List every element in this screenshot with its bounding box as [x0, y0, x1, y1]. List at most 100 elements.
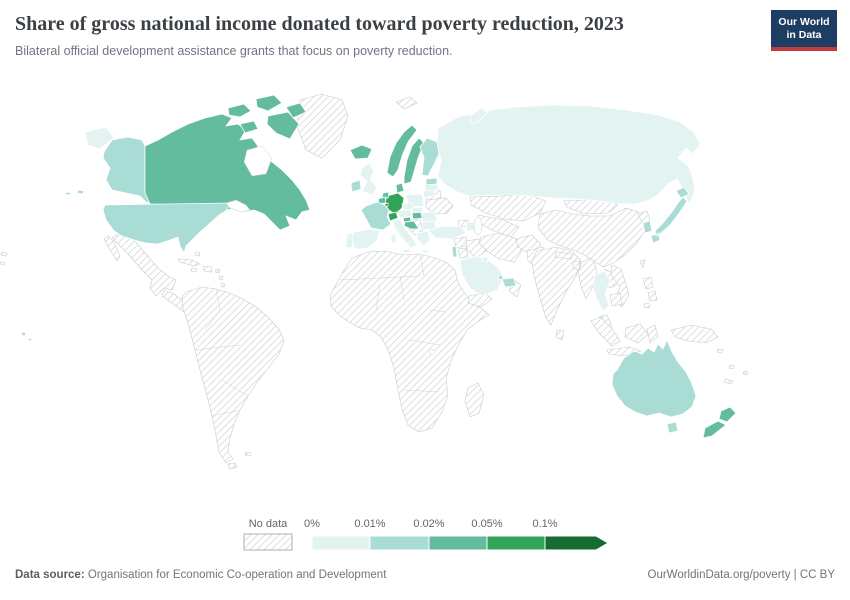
- country-borneo[interactable]: [624, 323, 649, 344]
- country-spain[interactable]: [349, 228, 381, 250]
- country-switzerland[interactable]: [387, 211, 399, 222]
- legend-swatch-bin-0[interactable]: [311, 535, 371, 551]
- country-usa-aleutians[interactable]: [64, 189, 85, 196]
- owid-logo[interactable]: Our World in Data: [771, 10, 837, 52]
- great-lakes: [225, 199, 251, 213]
- country-tierra-del-fuego[interactable]: [227, 462, 238, 470]
- country-russia-chukotka[interactable]: [84, 126, 115, 150]
- legend-swatch-bin-2[interactable]: [428, 535, 488, 551]
- country-south-korea[interactable]: [642, 220, 653, 234]
- country-philippines[interactable]: [642, 276, 658, 309]
- data-source-label: Data source:: [15, 569, 85, 581]
- country-lithuania[interactable]: [422, 189, 436, 198]
- country-azerbaijan[interactable]: [465, 221, 476, 232]
- owid-logo-line1: Our World: [778, 16, 830, 28]
- country-canada-arctic-islands[interactable]: [227, 94, 307, 140]
- country-cambodia[interactable]: [609, 292, 623, 307]
- country-usa[interactable]: [102, 202, 231, 255]
- country-greece[interactable]: [416, 230, 431, 254]
- country-hispaniola[interactable]: [202, 265, 213, 273]
- country-australia-tasmania[interactable]: [666, 421, 679, 434]
- country-japan[interactable]: [650, 186, 690, 244]
- country-denmark[interactable]: [395, 182, 405, 194]
- country-netherlands[interactable]: [381, 191, 390, 199]
- region-lesser-antilles[interactable]: [218, 275, 226, 288]
- country-taiwan[interactable]: [639, 259, 646, 269]
- region-south-america[interactable]: [181, 286, 285, 464]
- legend-swatch-bin-4-arrow[interactable]: [544, 535, 609, 551]
- country-russia[interactable]: [436, 104, 701, 206]
- legend-tick-4: 0.1%: [532, 518, 557, 530]
- country-vietnam[interactable]: [610, 264, 630, 308]
- country-finland[interactable]: [419, 137, 440, 177]
- country-indonesia-sulawesi[interactable]: [646, 324, 659, 344]
- country-cuba[interactable]: [177, 258, 201, 267]
- legend-no-data-label: No data: [249, 518, 288, 530]
- country-iceland[interactable]: [349, 144, 373, 160]
- country-portugal[interactable]: [345, 232, 354, 249]
- country-united-arab-emirates[interactable]: [501, 277, 517, 288]
- country-china[interactable]: [537, 207, 649, 268]
- lake-victoria: [429, 349, 435, 355]
- region-nepal-bhutan[interactable]: [554, 251, 573, 260]
- country-falkland-islands[interactable]: [244, 451, 252, 457]
- data-layer: [20, 94, 737, 439]
- country-italy[interactable]: [390, 218, 418, 254]
- country-ireland[interactable]: [350, 179, 362, 193]
- country-united-kingdom[interactable]: [359, 162, 378, 196]
- country-papua-new-guinea[interactable]: [670, 324, 719, 344]
- country-jamaica[interactable]: [190, 267, 198, 273]
- map-legend: No data 0% 0.01% 0.02% 0.05% 0.1%: [243, 518, 609, 551]
- site-attribution[interactable]: OurWorldinData.org/poverty | CC BY: [647, 569, 835, 581]
- hudson-bay: [243, 145, 273, 177]
- country-india[interactable]: [531, 246, 582, 326]
- country-indonesia-sumatra[interactable]: [590, 316, 621, 347]
- chart-header: Share of gross national income donated t…: [15, 12, 755, 59]
- region-africa[interactable]: [329, 250, 490, 433]
- country-thailand[interactable]: [592, 270, 611, 312]
- country-romania[interactable]: [420, 211, 438, 223]
- country-latvia[interactable]: [424, 183, 439, 192]
- country-saudi-arabia[interactable]: [459, 255, 505, 297]
- country-puerto-rico[interactable]: [214, 268, 221, 274]
- country-sri-lanka[interactable]: [555, 329, 565, 341]
- legend-no-data-swatch[interactable]: [243, 533, 293, 551]
- country-russia-novaya-zemlya[interactable]: [469, 107, 489, 125]
- chart-subtitle: Bilateral official development assistanc…: [15, 44, 453, 58]
- legend-swatch-bin-1[interactable]: [369, 535, 430, 551]
- country-mexico[interactable]: [111, 233, 177, 297]
- country-kazakhstan[interactable]: [469, 194, 547, 222]
- country-madagascar[interactable]: [464, 382, 485, 418]
- region-aleutian-edge[interactable]: [0, 251, 8, 266]
- country-turkey[interactable]: [427, 225, 467, 240]
- lakes-layer: [225, 145, 483, 355]
- world-choropleth-map: [0, 93, 749, 470]
- country-norway[interactable]: [386, 124, 418, 178]
- country-australia[interactable]: [611, 338, 697, 418]
- country-france[interactable]: [360, 201, 392, 231]
- country-north-korea[interactable]: [637, 210, 651, 225]
- country-kuwait[interactable]: [481, 256, 489, 263]
- country-usa-alaska[interactable]: [102, 136, 153, 204]
- country-jordan[interactable]: [457, 247, 469, 259]
- country-bangladesh[interactable]: [572, 260, 581, 271]
- page-title: Share of gross national income donated t…: [15, 13, 624, 35]
- country-greenland[interactable]: [296, 93, 349, 159]
- legend-tick-2: 0.02%: [413, 518, 444, 530]
- country-ukraine[interactable]: [425, 197, 454, 215]
- country-israel[interactable]: [451, 245, 458, 258]
- chart-footer: Data source: Organisation for Economic C…: [15, 569, 835, 581]
- country-bahamas[interactable]: [194, 251, 201, 257]
- legend-swatch-bin-3[interactable]: [486, 535, 546, 551]
- region-pacific-islands[interactable]: [723, 364, 749, 385]
- country-mexico-baja[interactable]: [103, 235, 121, 262]
- country-croatia[interactable]: [403, 220, 420, 230]
- region-solomon-islands[interactable]: [716, 348, 724, 354]
- data-source-value: Organisation for Economic Co-operation a…: [87, 569, 387, 581]
- data-source: Data source: Organisation for Economic C…: [15, 569, 386, 581]
- country-new-zealand[interactable]: [702, 406, 737, 439]
- country-usa-hawaii[interactable]: [20, 331, 33, 342]
- owid-logo-line2: in Data: [786, 29, 822, 42]
- country-svalbard[interactable]: [395, 96, 418, 110]
- internal-borders: [195, 253, 447, 417]
